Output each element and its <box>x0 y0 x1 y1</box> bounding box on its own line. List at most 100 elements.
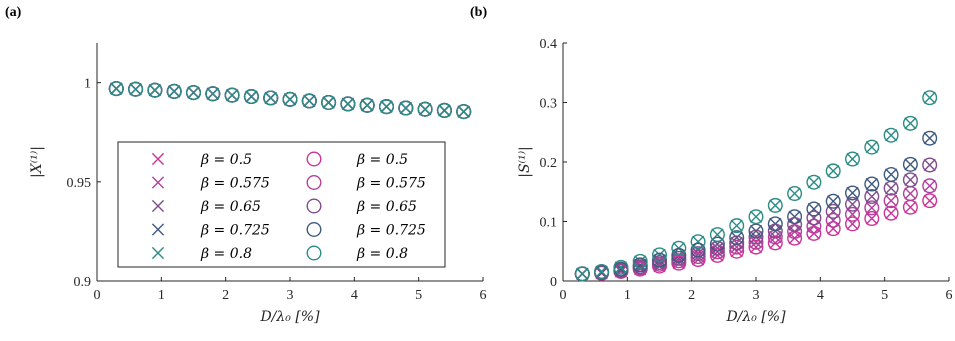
data-point <box>845 216 861 232</box>
data-point <box>379 99 395 115</box>
data-point <box>168 85 181 98</box>
data-point <box>885 182 898 195</box>
data-point <box>787 216 803 232</box>
data-point <box>923 91 936 104</box>
x-tick-label: 2 <box>222 288 229 303</box>
legend-marker <box>306 174 322 190</box>
data-point <box>380 100 393 113</box>
data-point <box>574 266 590 282</box>
data-point <box>632 257 648 273</box>
data-point <box>845 151 861 167</box>
legend-marker <box>151 246 165 260</box>
legend-label: β = 0.725 <box>200 223 270 239</box>
data-point <box>359 97 375 113</box>
data-point <box>788 187 801 200</box>
y-axis-label: |X⁽¹⁾| <box>29 146 45 178</box>
data-point <box>865 201 878 214</box>
data-point <box>729 239 745 255</box>
data-point <box>806 174 822 190</box>
data-point <box>825 221 841 237</box>
data-point <box>864 189 880 205</box>
y-tick-label: 0.3 <box>540 97 558 112</box>
data-point <box>865 141 878 154</box>
y-tick-label: 0.4 <box>540 37 558 52</box>
data-point <box>922 90 938 106</box>
data-point <box>226 89 239 102</box>
data-point <box>845 206 861 222</box>
data-point <box>283 93 297 106</box>
data-point <box>864 200 880 216</box>
data-point <box>922 157 938 173</box>
data-point <box>845 185 861 201</box>
data-point <box>398 100 414 116</box>
data-point <box>922 178 938 194</box>
legend-marker <box>306 221 322 237</box>
data-point <box>769 236 782 250</box>
data-point <box>923 132 936 145</box>
data-point <box>825 163 841 179</box>
data-point <box>769 230 782 244</box>
data-point <box>340 96 356 112</box>
series-4 <box>110 82 470 118</box>
legend-marker <box>306 151 322 167</box>
data-point <box>417 101 433 117</box>
data-point <box>885 168 898 181</box>
legend-marker <box>306 245 322 261</box>
x-tick-label: 6 <box>480 288 487 303</box>
data-point <box>885 194 898 207</box>
x-tick-label: 4 <box>817 288 824 303</box>
data-point <box>806 225 822 241</box>
data-point <box>224 87 240 103</box>
data-point <box>263 90 279 106</box>
x-tick-label: 0 <box>560 288 567 303</box>
data-point <box>748 239 764 255</box>
x-tick-label: 3 <box>753 288 760 303</box>
data-point <box>845 196 861 212</box>
data-point <box>846 186 859 200</box>
legend-label: β = 0.65 <box>356 199 417 215</box>
y-tick-label: 0.1 <box>540 216 558 231</box>
legend-marker <box>151 176 165 189</box>
data-point <box>806 201 822 217</box>
x-tick-label: 5 <box>415 288 422 303</box>
x-tick-label: 2 <box>688 288 695 303</box>
data-point <box>923 179 936 192</box>
data-point <box>128 81 144 97</box>
data-point <box>904 117 917 130</box>
data-point <box>709 247 725 263</box>
data-point <box>671 240 687 256</box>
data-point <box>166 83 182 99</box>
series-7 <box>574 157 938 282</box>
data-point <box>846 152 859 166</box>
panel-label: (b) <box>470 5 487 20</box>
data-point <box>322 96 335 109</box>
data-point <box>282 91 298 107</box>
panel-label: (a) <box>5 5 22 20</box>
data-point <box>243 89 259 105</box>
y-axis-label: |S⁽¹⁾| <box>517 146 533 178</box>
legend-box <box>117 141 446 268</box>
x-tick-label: 4 <box>351 288 358 303</box>
legend-label: β = 0.5 <box>356 152 408 168</box>
data-point <box>148 84 161 97</box>
data-point <box>748 209 764 225</box>
data-point <box>147 82 163 98</box>
legend-label: β = 0.8 <box>356 246 408 262</box>
y-tick-label: 0.95 <box>67 176 92 191</box>
y-tick-label: 0.2 <box>540 156 558 171</box>
series-8 <box>574 130 938 282</box>
legend-marker <box>151 199 165 213</box>
data-point <box>748 229 764 245</box>
data-point <box>904 201 917 214</box>
data-point <box>806 218 822 234</box>
data-point <box>436 102 452 118</box>
data-point <box>787 186 803 202</box>
data-point <box>594 263 610 279</box>
data-point <box>904 158 917 171</box>
legend-label: β = 0.8 <box>200 246 252 262</box>
data-point <box>709 244 725 260</box>
data-point <box>902 156 918 172</box>
data-point <box>632 253 648 269</box>
data-point <box>729 218 745 234</box>
